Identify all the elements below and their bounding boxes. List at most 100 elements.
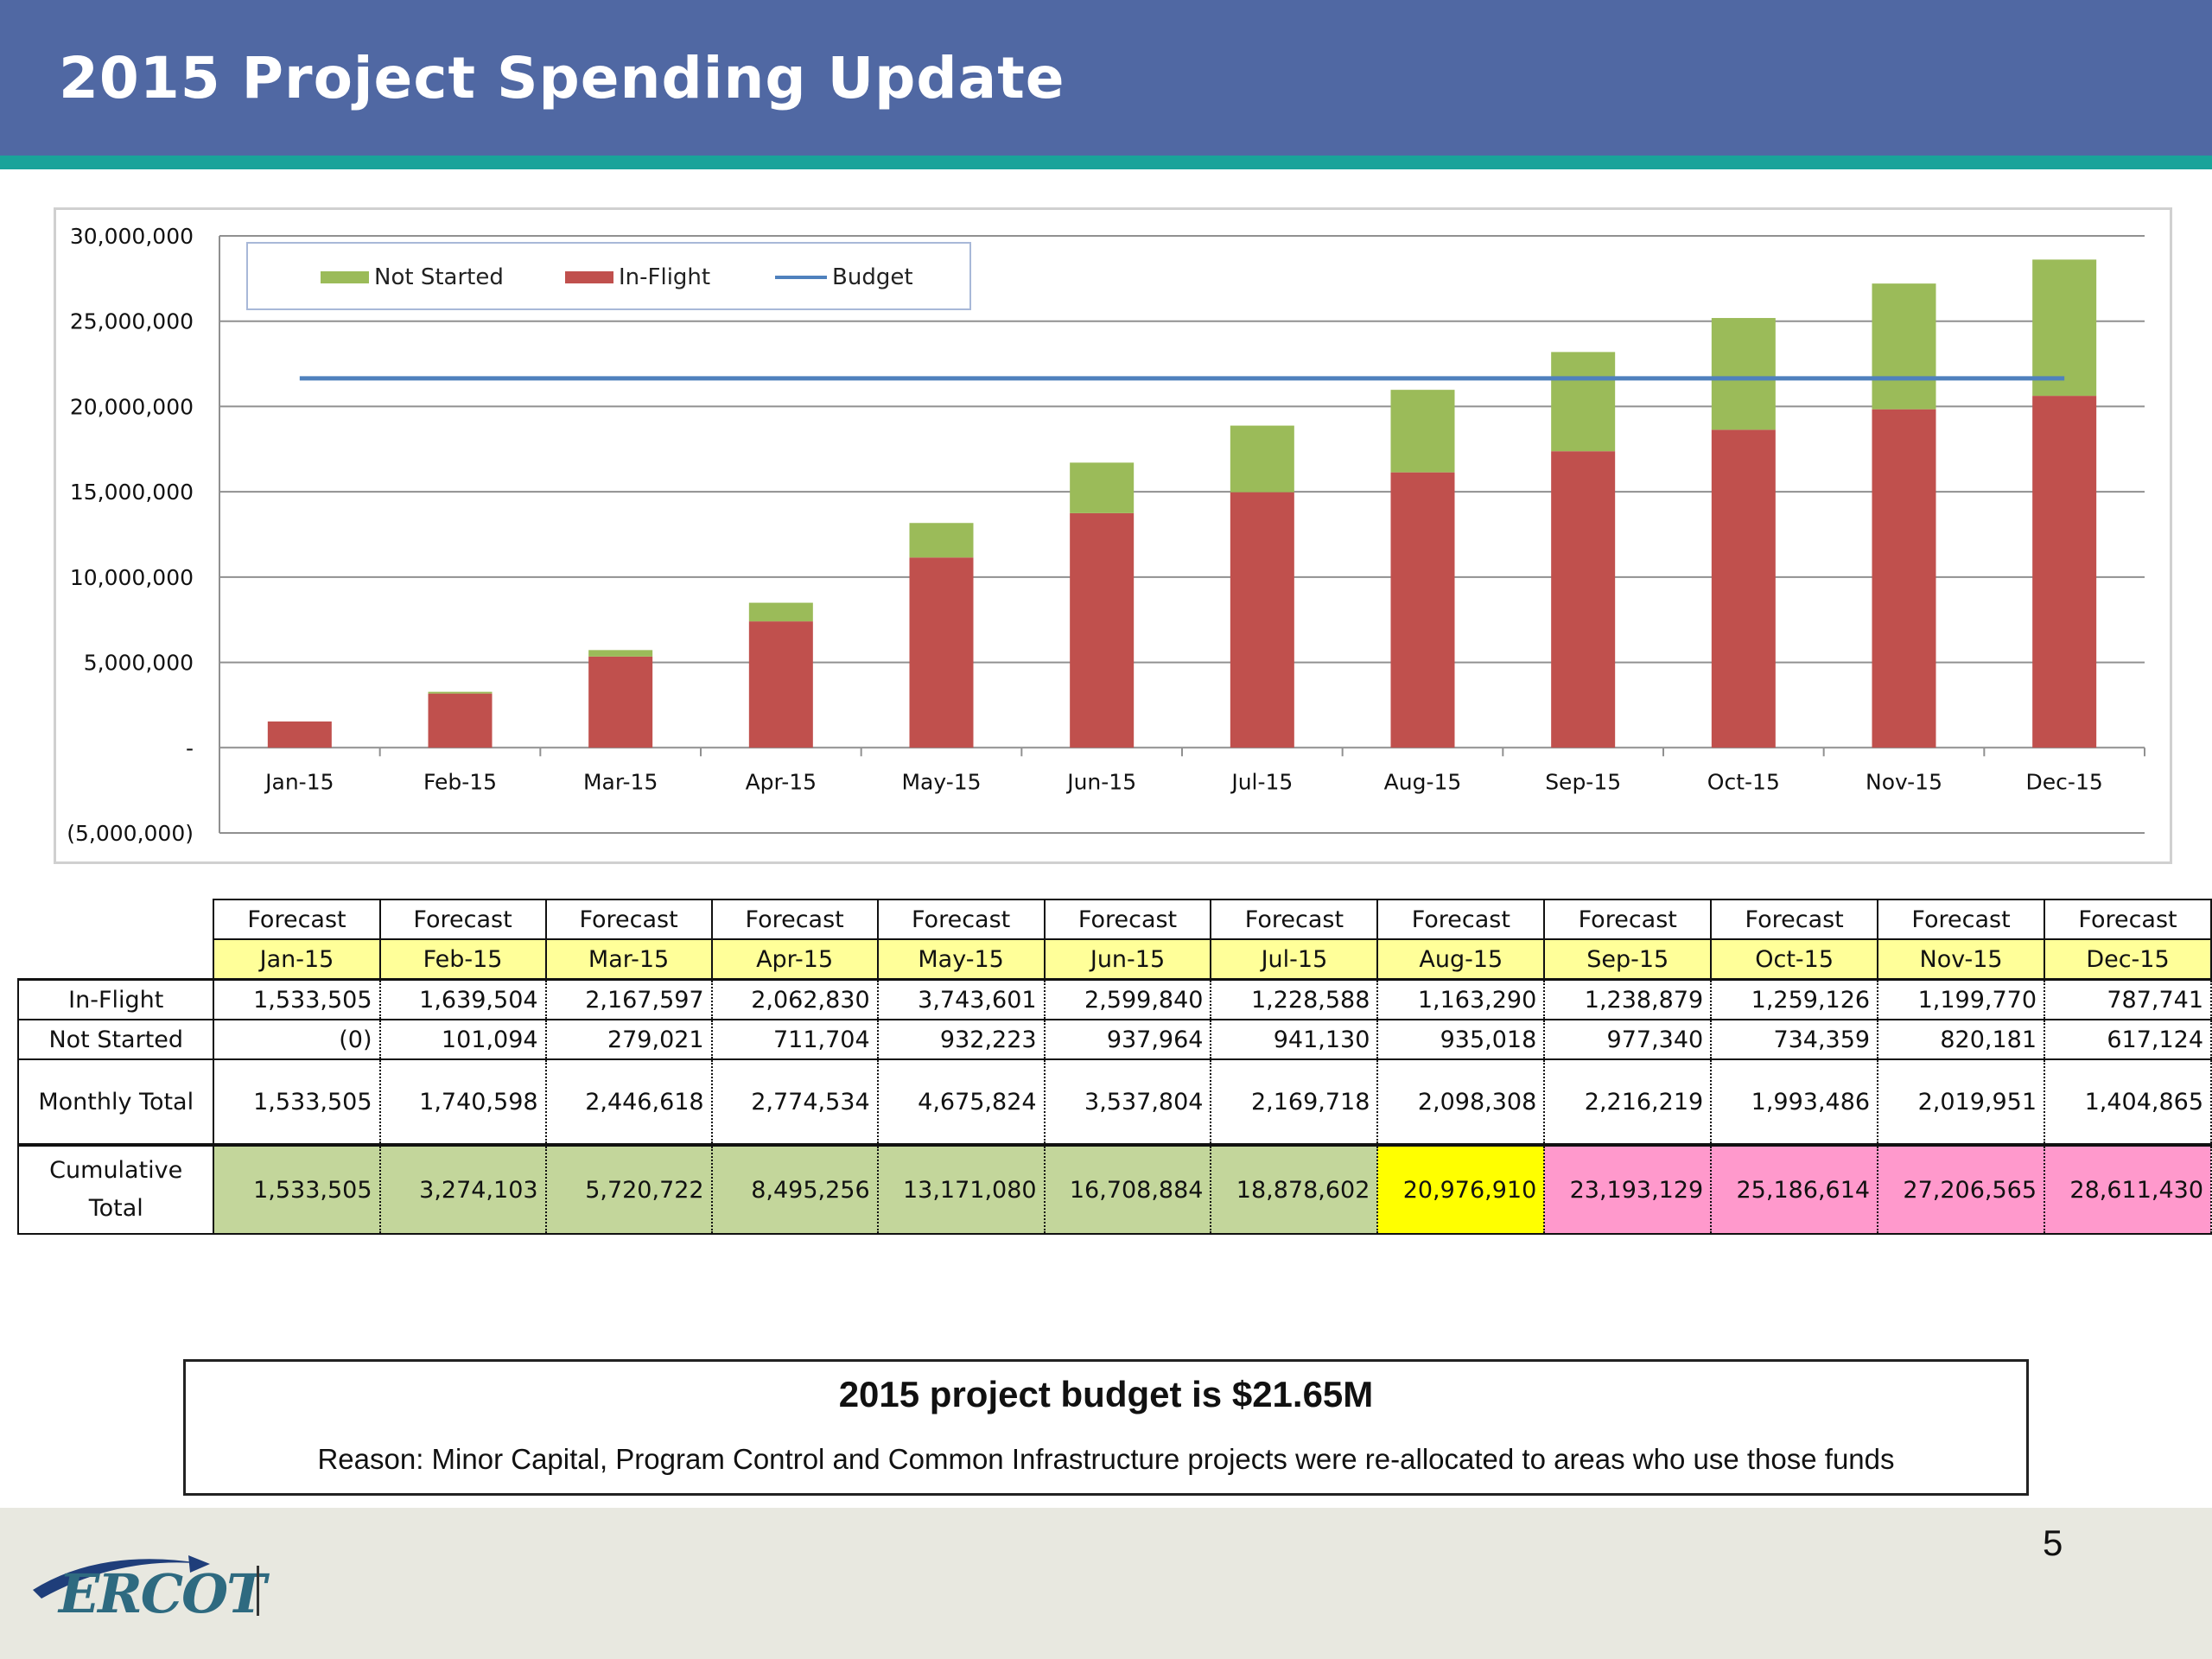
table-cell: 101,094 [378,1019,547,1060]
x-tick-label: Oct-15 [1707,769,1780,794]
table-cell: 977,340 [1543,1019,1713,1060]
table-cell: 711,704 [710,1019,879,1060]
row-label-line: Cumulative [49,1157,183,1184]
table-header-month: Sep-15 [1543,938,1713,981]
table-cell: 734,359 [1710,1019,1879,1060]
table-header-month: Aug-15 [1376,938,1546,981]
table-header-month: May-15 [876,938,1046,981]
bar-not-started [1711,318,1776,430]
legend-item-budget: Budget [775,264,913,290]
legend-item-not-started: Not Started [321,264,504,290]
ercot-logo-swoosh-icon [33,1555,210,1599]
x-tick-label: Mar-15 [583,769,658,794]
title-bar [0,0,2212,156]
table-cell: 1,533,505 [213,1058,381,1146]
row-label: Monthly Total [16,1058,215,1146]
table-header-month: Jul-15 [1210,938,1379,981]
cumulative-cell: 23,193,129 [1543,1143,1713,1235]
bar-in-flight [267,721,332,748]
table-cell: 1,199,770 [1877,978,2045,1020]
table-header-month: Mar-15 [544,938,713,981]
y-tick-label: 30,000,000 [70,224,194,249]
table-header-forecast: Forecast [378,899,547,940]
table-cell: 2,774,534 [710,1058,879,1146]
table-cell: 2,446,618 [544,1058,713,1146]
row-label: In-Flight [16,978,215,1020]
x-tick-label: Jun-15 [1065,769,1136,794]
legend-swatch-not-started [321,271,369,283]
table-header-forecast: Forecast [1376,899,1546,940]
table-row: Monthly Total 1,533,505 1,740,598 2,446,618… [16,1058,2212,1146]
cumulative-cell: 16,708,884 [1043,1143,1212,1235]
table-cell: 1,533,505 [213,978,381,1020]
bar-in-flight [1711,429,1776,748]
bar-in-flight [1230,492,1294,748]
y-tick-label: 15,000,000 [70,480,194,505]
table-header-month: Jan-15 [213,938,381,981]
table-cell: 279,021 [544,1019,713,1060]
table-cell: 1,740,598 [378,1058,547,1146]
legend-label-not-started: Not Started [374,264,504,290]
y-tick-label: 10,000,000 [70,565,194,590]
table-header-month: Oct-15 [1710,938,1879,981]
bar-not-started [909,523,974,558]
bar-in-flight [588,656,653,748]
forecast-table: Forecast Forecast Forecast Forecast Forecast… [16,899,2212,1235]
table-cell: 2,019,951 [1877,1058,2045,1146]
y-tick-label: 25,000,000 [70,309,194,334]
footer-divider [257,1566,259,1616]
table-cell: 2,216,219 [1543,1058,1713,1146]
table-row-months: Jan-15 Feb-15 Mar-15 Apr-15 May-15 Jun-15 Jul-… [18,938,2212,981]
bar-in-flight [1872,409,1936,748]
x-tick-label: Dec-15 [2026,769,2103,794]
legend-swatch-budget [775,276,827,279]
footer-bar [0,1508,2212,1659]
table-row: In-Flight 1,533,505 1,639,504 2,167,597 2,06… [16,978,2212,1020]
x-tick-label: Jan-15 [264,769,334,794]
table-cell: 1,259,126 [1710,978,1879,1020]
bar-in-flight [748,621,813,748]
cumulative-cell: 18,878,602 [1210,1143,1379,1235]
legend-swatch-in-flight [565,271,613,283]
table-header-month: Jun-15 [1043,938,1212,981]
cumulative-cell: 8,495,256 [710,1143,879,1235]
row-label-line: Total [88,1195,143,1222]
budget-headline: 2015 project budget is $21.65M [838,1374,1374,1414]
bar-not-started [1230,425,1294,493]
budget-reason: Reason: Minor Capital, Program Control a… [317,1443,1895,1475]
x-tick-label: Jul-15 [1230,769,1293,794]
table-header-month: Feb-15 [378,938,547,981]
cumulative-cell: 28,611,430 [2044,1143,2212,1235]
table-header-forecast: Forecast [876,899,1046,940]
table-cell: 1,163,290 [1376,978,1546,1020]
table-cell: 1,404,865 [2044,1058,2212,1146]
x-tick-label: Nov-15 [1866,769,1942,794]
table-cell: 3,537,804 [1043,1058,1212,1146]
y-tick-label: 20,000,000 [70,394,194,419]
y-tick-label: (5,000,000) [67,821,194,846]
bar-not-started [588,650,653,657]
bar-not-started [1872,283,1936,410]
chart-legend: Not Started In-Flight Budget [246,242,971,310]
bar-in-flight [1551,451,1616,748]
legend-item-in-flight: In-Flight [565,264,710,290]
table-cell: 937,964 [1043,1019,1212,1060]
table-header-forecast: Forecast [1877,899,2045,940]
cumulative-cell: 20,976,910 [1376,1143,1546,1235]
table-cell: 2,599,840 [1043,978,1212,1020]
table-cell: 1,228,588 [1210,978,1379,1020]
budget-note: 2015 project budget is $21.65M Reason: M… [183,1359,2029,1496]
cumulative-cell: 27,206,565 [1877,1143,2045,1235]
table-cell: 1,639,504 [378,978,547,1020]
table-corner [18,899,213,939]
page-number: 5 [2043,1522,2063,1563]
table-header-forecast: Forecast [2044,899,2212,940]
row-label-cumulative: Cumulative Total [16,1143,215,1235]
slide-title: 2015 Project Spending Update [59,45,1065,111]
bar-in-flight [2032,396,2097,748]
row-label: Not Started [16,1019,215,1060]
x-tick-label: Apr-15 [746,769,817,794]
table-header-forecast: Forecast [544,899,713,940]
bar-in-flight [428,693,493,748]
table-cell: (0) [213,1019,381,1060]
